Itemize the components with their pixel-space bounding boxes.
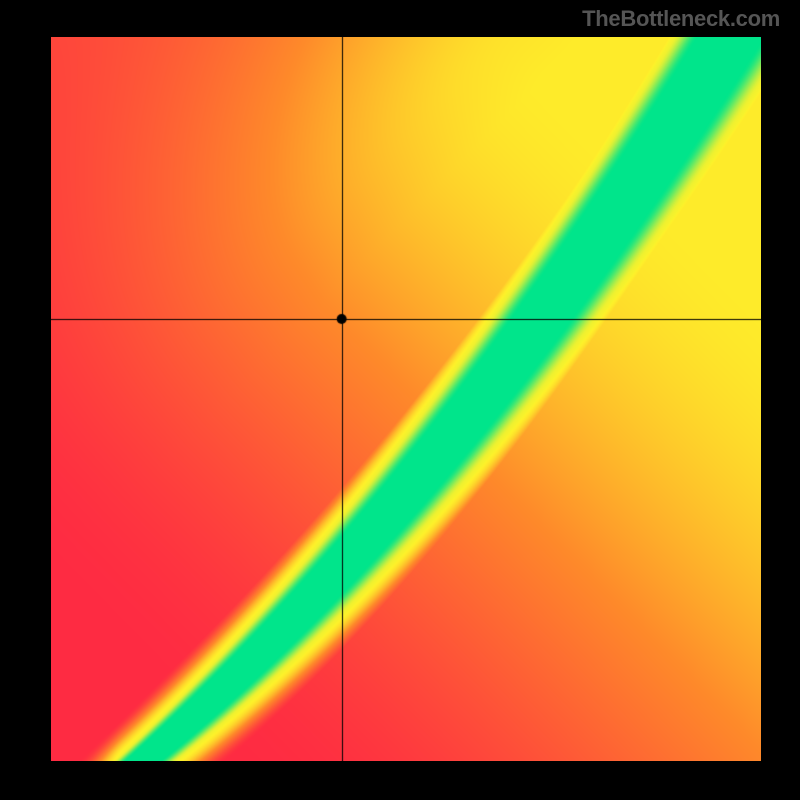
chart-container: TheBottleneck.com	[0, 0, 800, 800]
bottleneck-heatmap	[51, 37, 761, 761]
watermark-text: TheBottleneck.com	[582, 6, 780, 32]
